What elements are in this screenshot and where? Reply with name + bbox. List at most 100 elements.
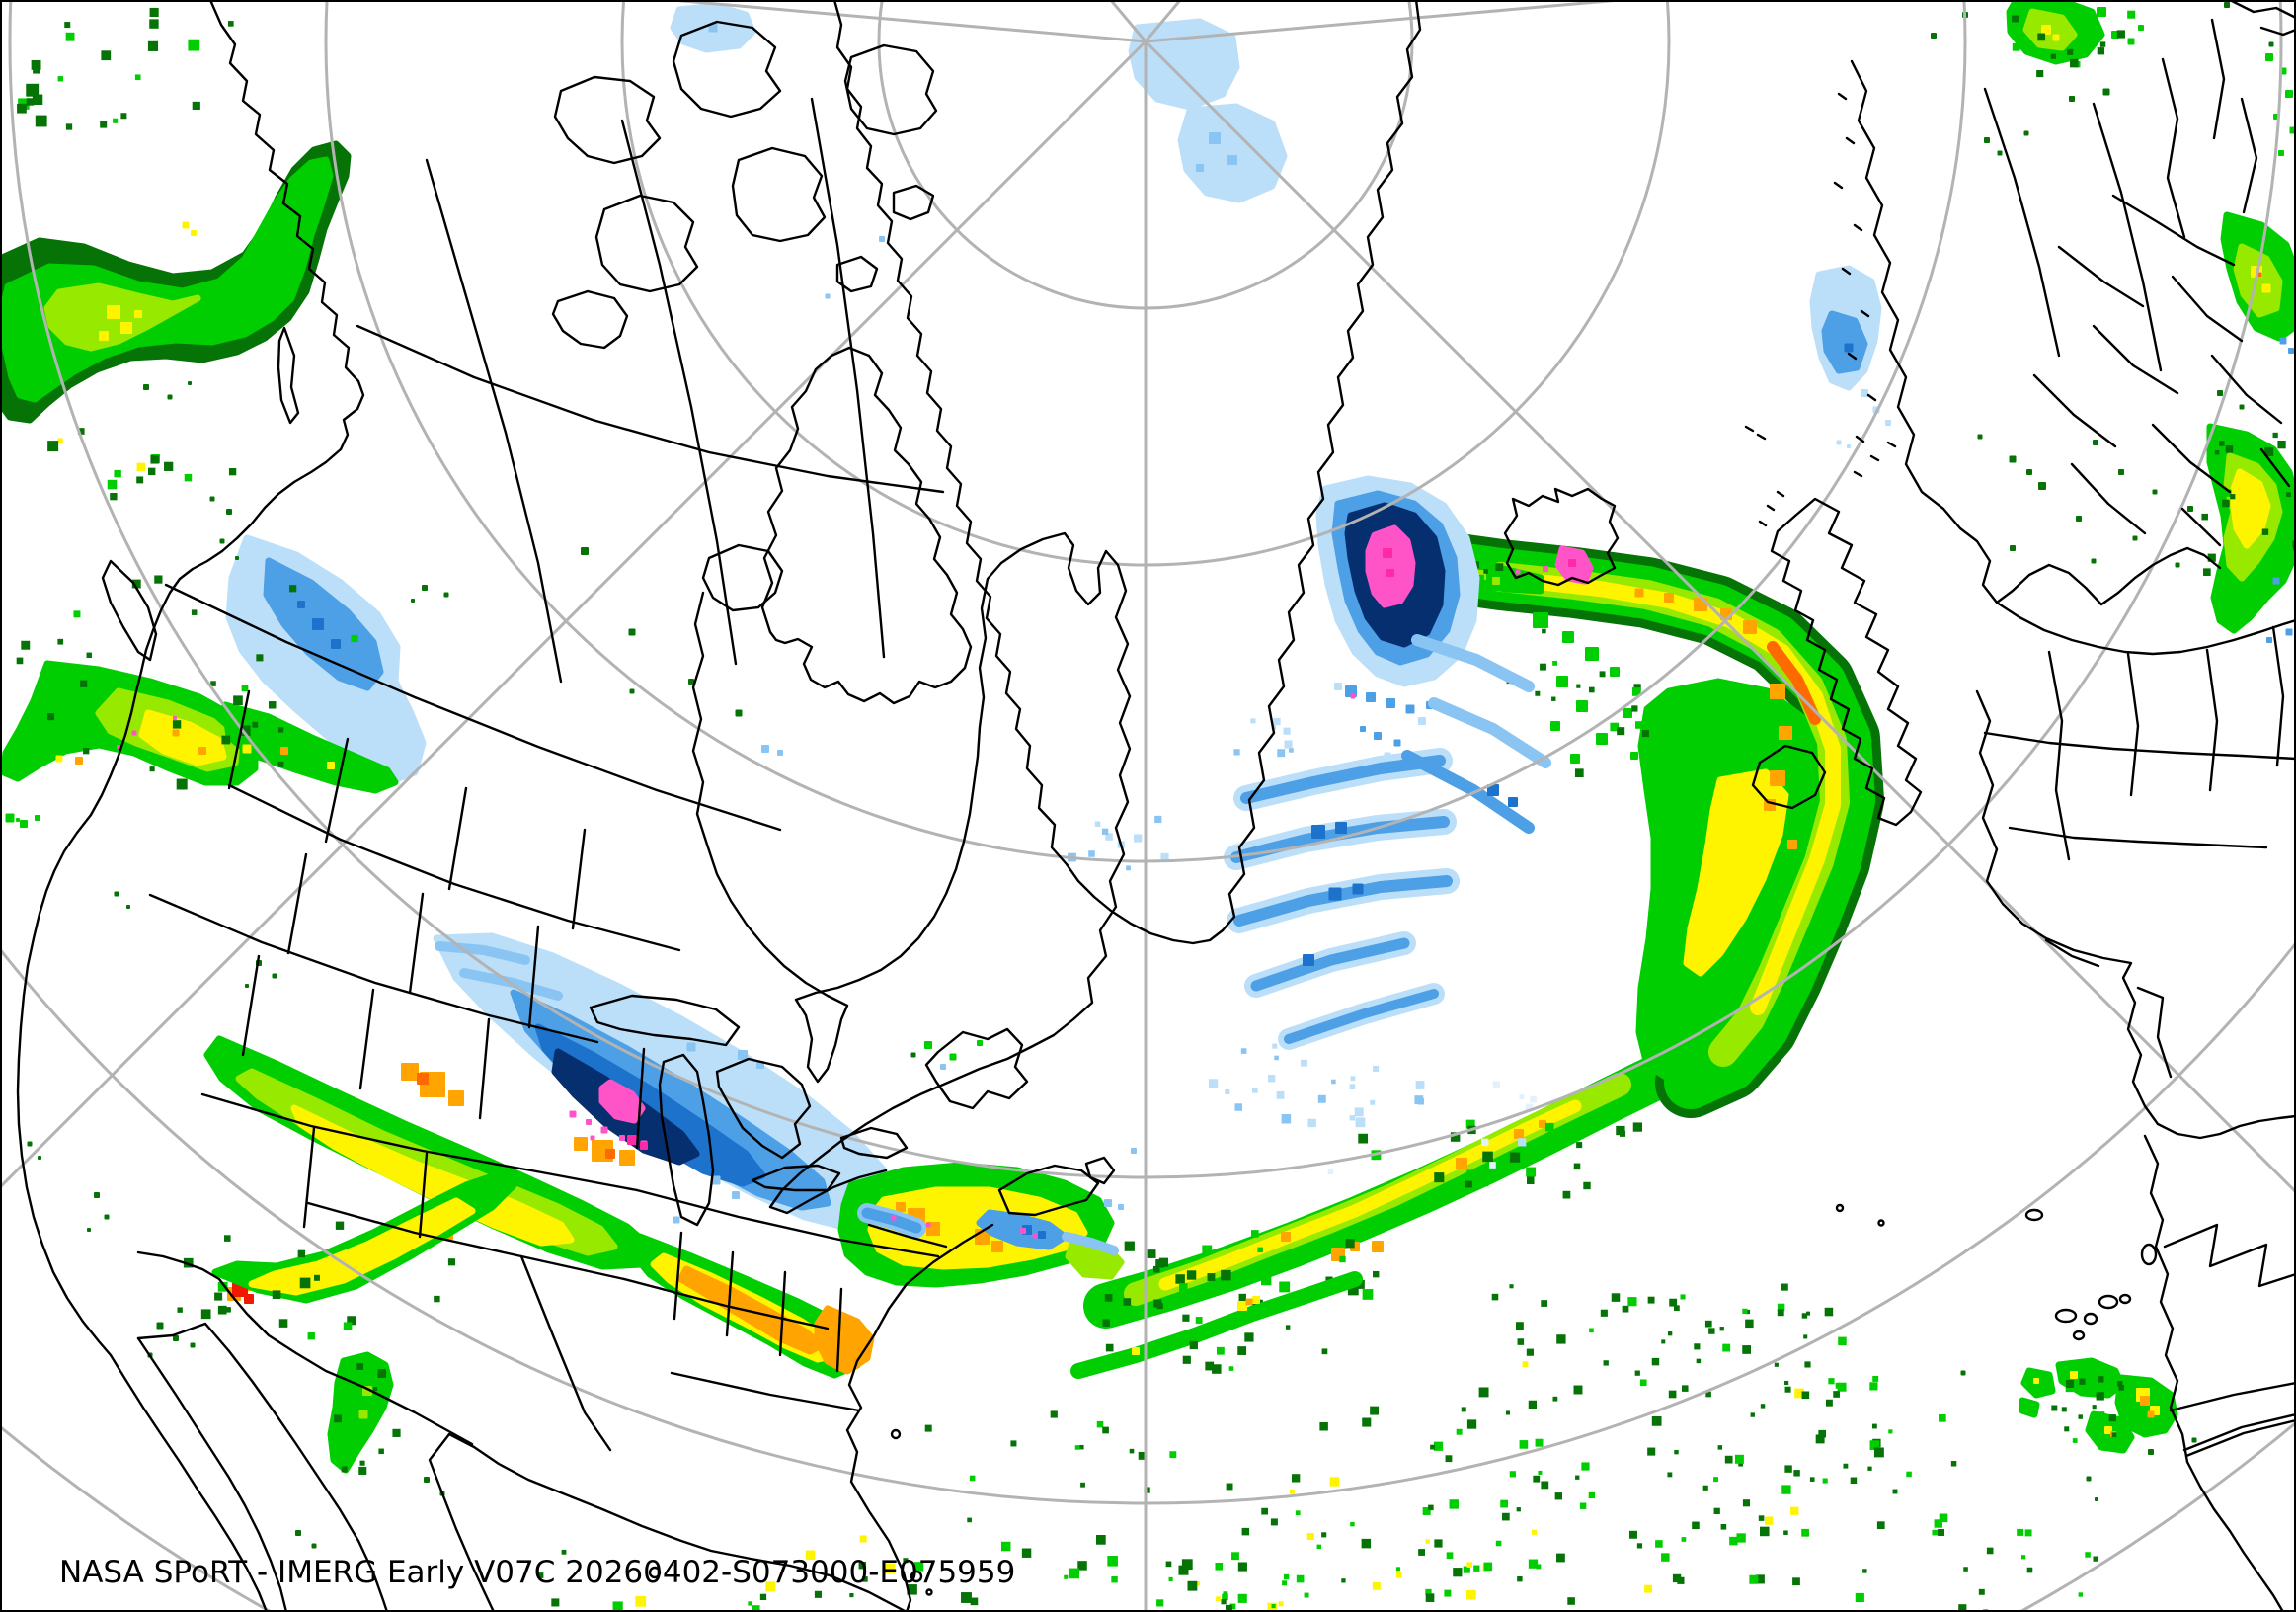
state-arc-6 [622,1277,830,1330]
precip-europe-right-low-specks [2201,432,2296,576]
island-newfoundland [924,1027,1029,1110]
coast-nova-scotia [997,1164,1100,1217]
border-spain-portugal [2136,986,2173,1079]
precip-tropics-c3 [1702,1375,1957,1603]
state-line-9 [358,988,375,1090]
precip-iceland-pink-dots [1515,566,1548,575]
precip-westedge-dash [5,813,40,828]
island-arctic-2 [672,20,782,119]
coast-us-east [845,1223,994,1612]
coast-greenland [832,0,1422,945]
border-europe-19 [2008,826,2268,849]
precip-midwest-magenta [627,1135,648,1150]
precip-morocco-E [2019,1397,2040,1418]
precip-bc-coast-hot-pink [117,716,177,749]
precip-pacific-banana-yellow [99,221,197,341]
border-europe-11 [2259,447,2291,488]
precip-morocco-A [2055,1357,2125,1399]
precip-tropics-sparse [924,1410,1177,1523]
precip-topcenter-blue-dot [708,23,718,33]
precip-quebec-specks [581,547,743,717]
state-arc-1 [227,783,681,952]
border-europe-12 [2070,462,2147,535]
coast-baltic [1995,546,2222,606]
state-line-5 [286,852,308,955]
state-line-18 [835,1287,843,1373]
island-haida-gwaii [277,326,300,425]
precip-atl-band-orange [1281,1120,1546,1261]
border-ab-sk [620,119,738,666]
precip-tropics-c2 [1430,1293,1849,1605]
precip-tropics-c8 [1395,1539,1493,1600]
island-arctic-7 [892,184,935,221]
precip-north-blue-bits [1196,132,1237,172]
precip-tropics-c7 [1168,1562,1346,1612]
border-europe-7 [2092,324,2179,395]
basemap-coastlines [16,0,2296,1612]
precip-europe-top-specks [2012,10,2136,78]
coast-gulf-mexico [428,1432,909,1612]
state-line-16 [725,1250,735,1337]
lake-michigan [658,1053,715,1227]
state-arc-4 [306,1201,626,1281]
coast-norway [1850,59,2296,656]
precip-atl-subband-specks [1096,1312,1328,1374]
precip-morocco-isolated [1960,1370,2197,1501]
island-arctic-3 [594,194,699,293]
precip-nfld-bits-dk [910,1052,916,1058]
island-arctic-6 [551,289,629,350]
coast-iceland [1503,487,1620,587]
border-africa-1 [2163,1223,2296,1288]
precip-morocco-specks [2051,1376,2125,1443]
state-line-2 [324,737,350,844]
island-arctic-5 [843,43,938,136]
border-europe-5 [2057,245,2145,308]
border-us-mexico [136,1250,474,1446]
precip-greenland-coast-pinkdot [1350,693,1356,699]
precip-swirl-H [1401,750,1535,834]
precip-swirl-dark-segs [1303,784,1518,966]
state-line-10 [478,1017,491,1120]
state-arc-7 [670,1371,861,1412]
coast-africa [2143,1134,2285,1612]
precip-midwest-blue-streaks [435,941,530,965]
island-arctic-1 [553,75,662,165]
border-europe-1 [2161,57,2186,239]
island-baffin [760,346,973,705]
island-arctic-8 [835,255,879,293]
precip-storm-yellow [1521,573,1841,1015]
precip-europe-nw-specks [1931,2,2274,156]
precip-bc-coast-hot-orange [172,729,206,755]
border-sweden-norway [1983,87,2061,358]
precip-ns-blue-bits [825,236,1137,1210]
island-arctic-4 [731,146,827,243]
precip-morocco-B [2114,1374,2178,1438]
border-us-canada [164,583,782,832]
coast-gulf-california [136,1336,288,1612]
coast-britain [1770,497,1923,827]
border-sk-mb [810,97,886,659]
map-title-caption: NASA SPoRT - IMERG Early V07C 20260402-S… [59,1555,1015,1590]
precip-pacific-banana-ltgreen [43,282,201,352]
precip-atl-subband-o [1245,1298,1253,1306]
state-line-1 [227,689,251,790]
border-bc-ab [425,158,563,684]
precip-bc-south-bits-o [75,747,288,765]
precip-ne-england-pinkdot [925,1222,931,1228]
state-line-7 [527,925,540,1029]
state-arc-3 [200,1092,639,1192]
precip-europe-scatter [1977,390,2245,568]
border-europe-18 [1983,731,2296,761]
precip-tropics-c9 [1682,1283,1847,1407]
border-france-spain [2044,938,2100,968]
precip-nfld-bits-blue [940,1064,946,1070]
precip-atl-subband-y [1132,1296,1260,1355]
precip-tail-fringe-specks [177,1221,456,1340]
border-europe-10 [2151,423,2232,494]
state-line-8 [241,954,261,1057]
precip-europe-right-low-blue [2266,577,2293,643]
